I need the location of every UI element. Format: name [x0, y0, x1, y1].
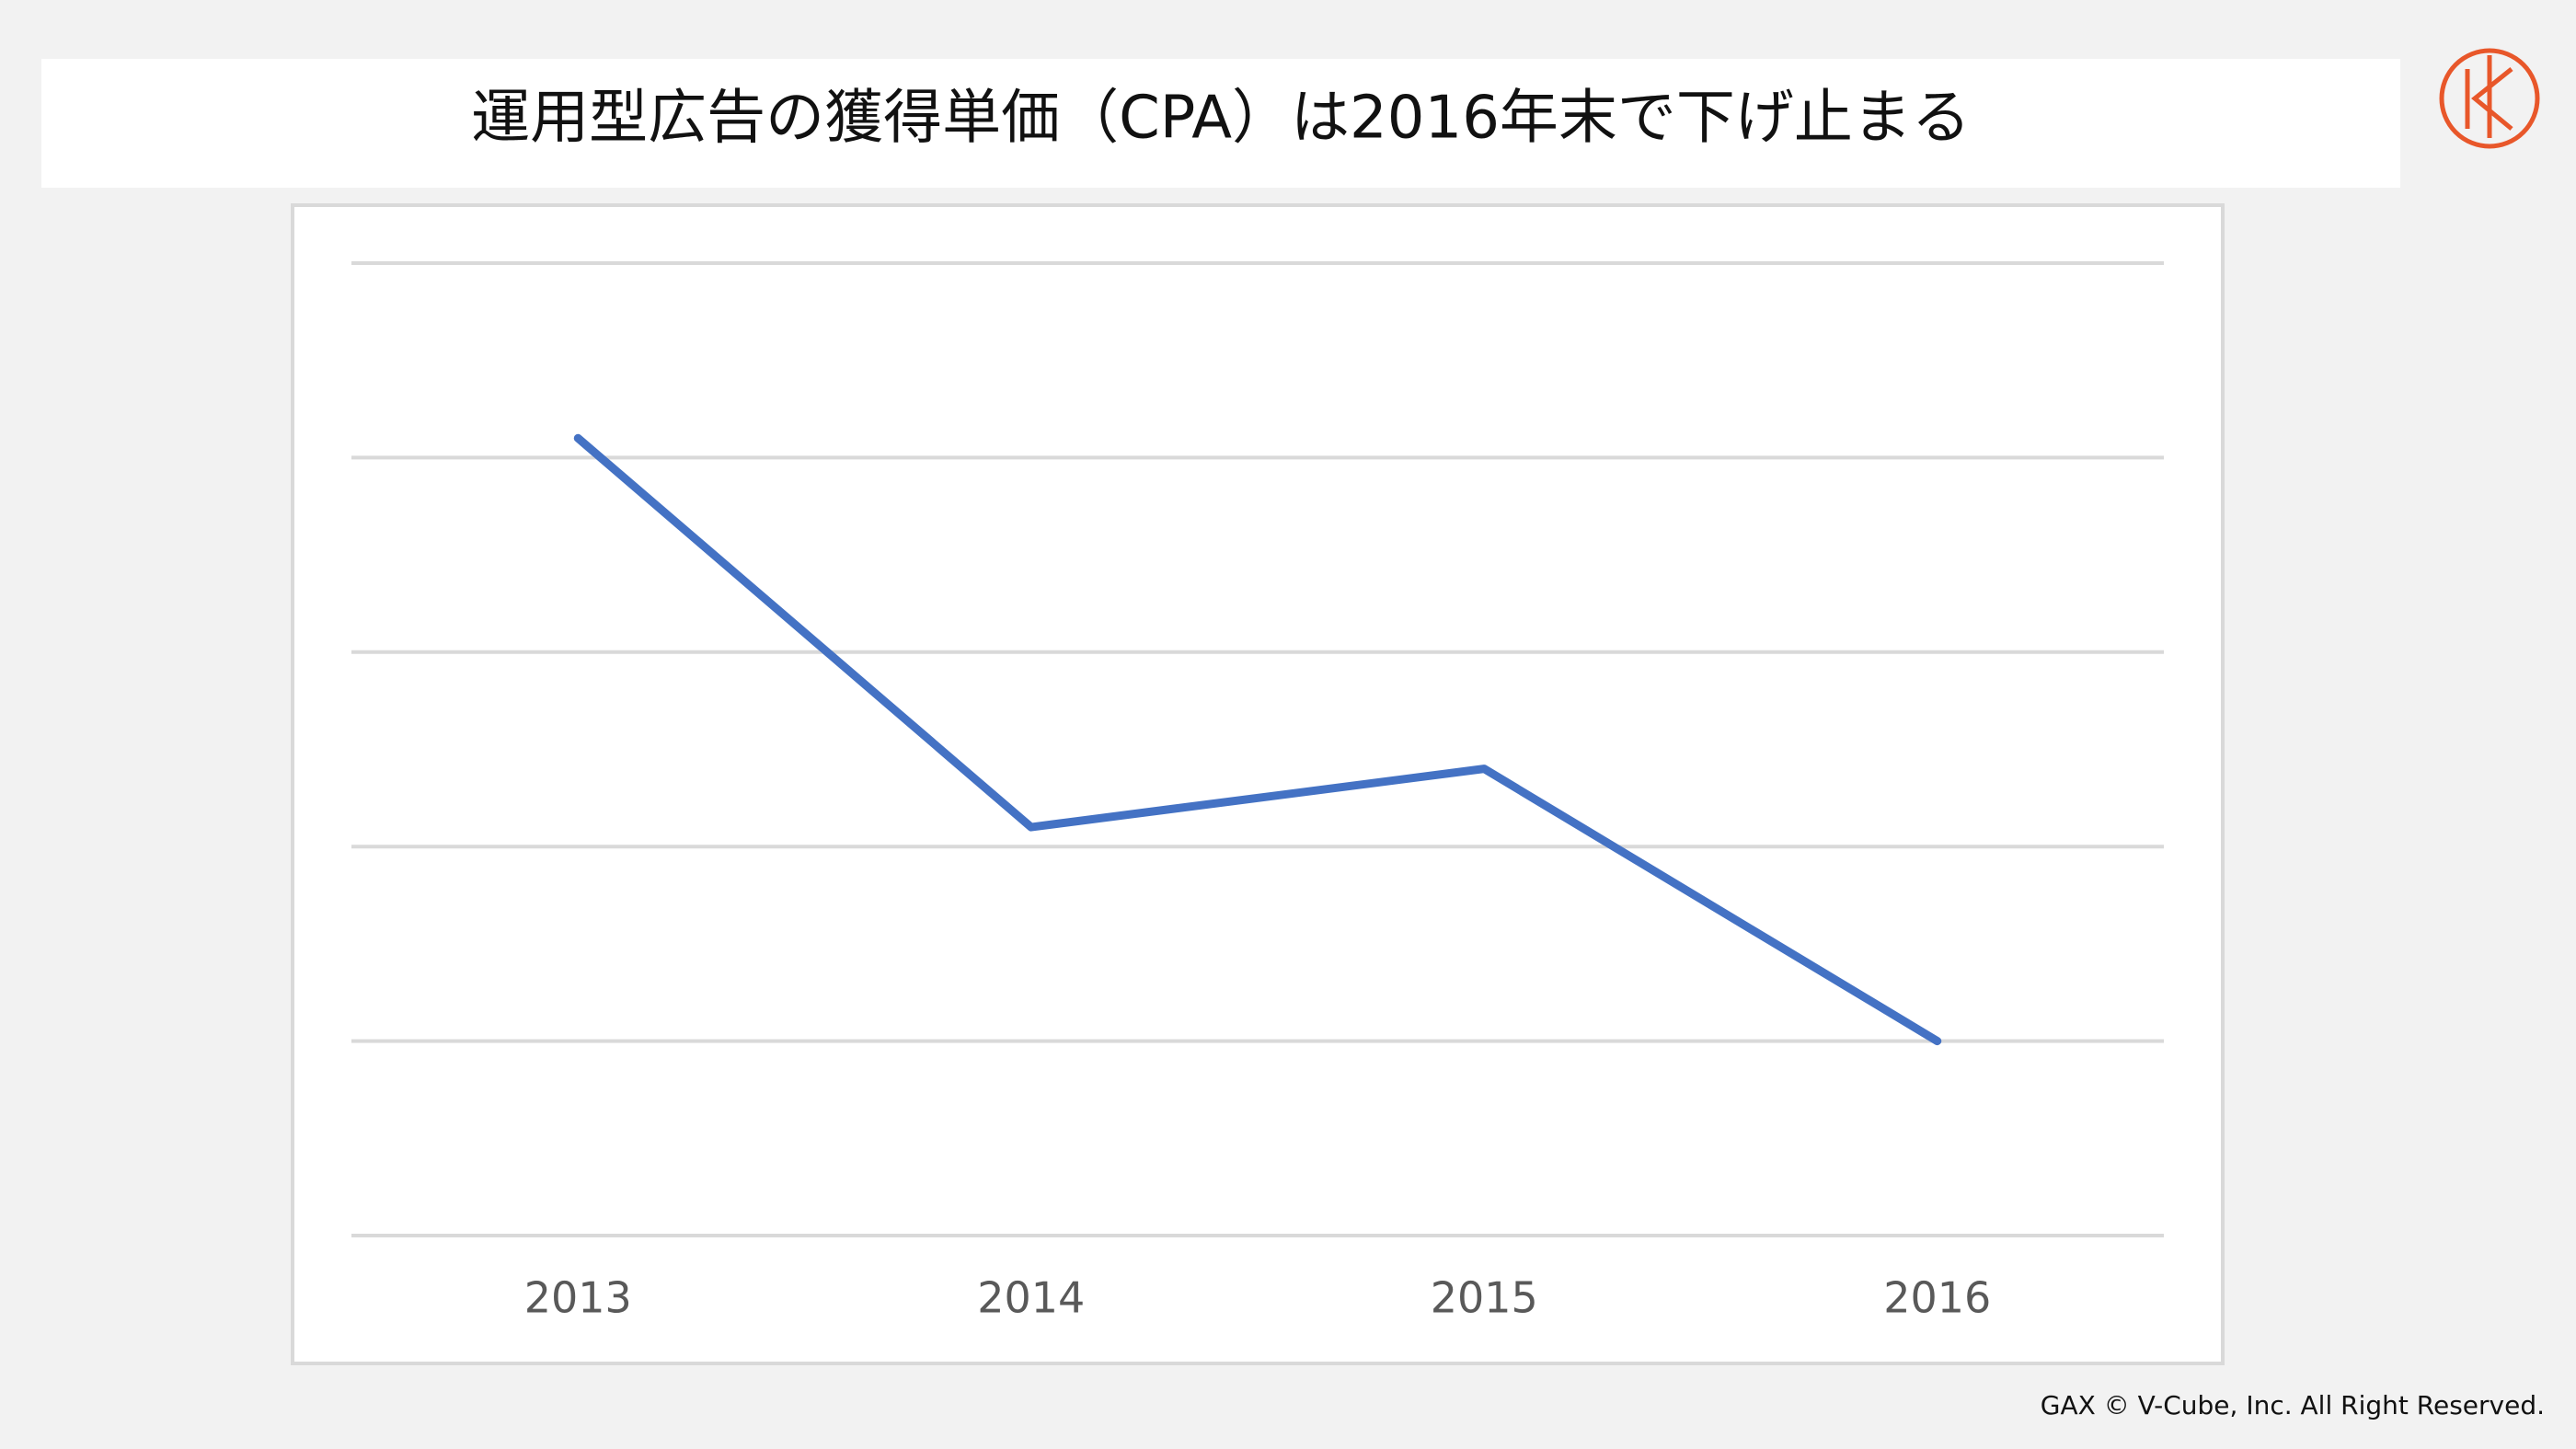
data-line — [573, 433, 1942, 1046]
logo-circle — [2439, 48, 2540, 149]
logo-stroke — [2471, 67, 2513, 131]
x-tick-label: 2015 — [1431, 1273, 1538, 1323]
chart-area — [291, 203, 2225, 1365]
slide-title: 運用型広告の獲得単価（CPA）は2016年末で下げ止まる — [471, 85, 1971, 153]
x-tick-label: 2014 — [977, 1273, 1085, 1323]
logo — [2439, 48, 2540, 149]
x-tick-label: 2013 — [524, 1273, 632, 1323]
copyright: GAX © V-Cube, Inc. All Right Reserved. — [2041, 1390, 2545, 1420]
x-tick-label: 2016 — [1883, 1273, 1991, 1323]
title-bar — [41, 59, 2400, 188]
plot: 2013 2014 2015 2016 — [351, 261, 2164, 1323]
